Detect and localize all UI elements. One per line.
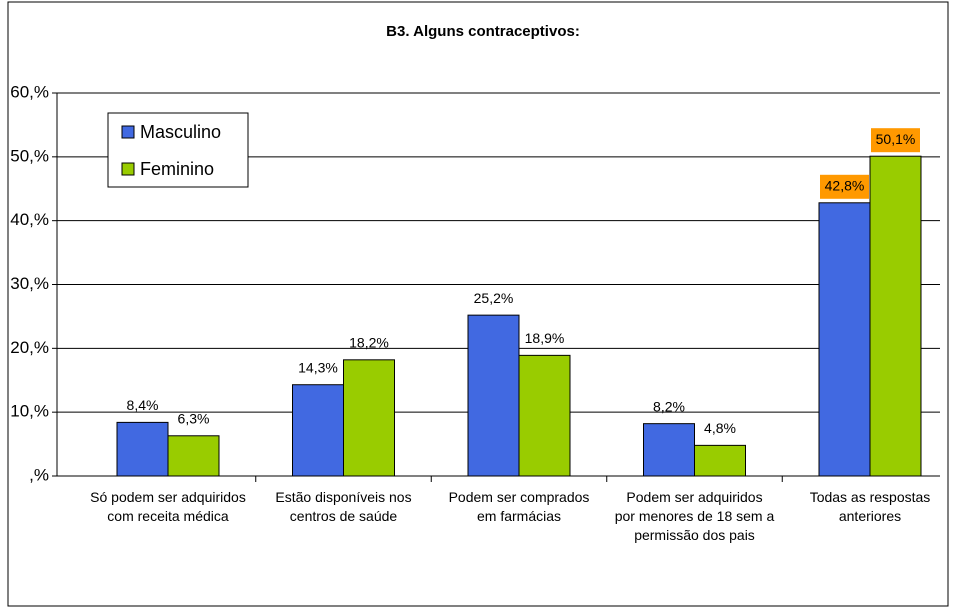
y-tick-label: 10,%: [10, 402, 49, 421]
bar: [467, 314, 520, 477]
y-tick-label: 30,%: [10, 274, 49, 293]
value-label: 14,3%: [298, 359, 338, 375]
value-label-bg: [871, 128, 920, 153]
value-label-bg: [820, 174, 869, 199]
bar: [694, 444, 746, 477]
chart-border: [7, 1, 949, 607]
chart-title: B3. Alguns contraceptivos:: [386, 23, 580, 40]
bar: [643, 423, 695, 477]
legend-label: Feminino: [140, 159, 214, 179]
x-tick-label: Todas as respostas anteriores: [809, 489, 931, 524]
legend-swatch: [121, 125, 135, 139]
bar: [343, 359, 395, 477]
value-label: 25,2%: [474, 290, 514, 306]
value-label: 6,3%: [178, 410, 210, 426]
x-tick-label: Estão disponíveis nos centros de saúde: [275, 489, 412, 524]
value-label: 8,2%: [653, 398, 685, 414]
legend-swatch: [121, 162, 135, 176]
x-tick-label: Só podem ser adquiridos com receita médi…: [90, 489, 246, 524]
bar: [116, 421, 169, 477]
y-tick-label: ,%: [29, 465, 49, 484]
value-label: 4,8%: [704, 420, 736, 436]
y-tick-label: 50,%: [10, 146, 49, 165]
value-label: 18,9%: [525, 330, 565, 346]
bar: [518, 354, 571, 477]
value-label: 18,2%: [349, 335, 389, 351]
bar: [292, 384, 344, 477]
bar: [818, 202, 871, 477]
bar: [869, 155, 922, 477]
y-tick-label: 20,%: [10, 338, 49, 357]
x-tick-label: Podem ser comprados em farmácias: [448, 489, 590, 524]
value-label: 8,4%: [127, 397, 159, 413]
y-tick-label: 60,%: [10, 82, 49, 101]
value-label: 50,1%: [876, 131, 916, 147]
y-tick-label: 40,%: [10, 210, 49, 229]
value-label: 42,8%: [825, 177, 865, 193]
bar: [167, 435, 220, 477]
legend-label: Masculino: [140, 122, 221, 142]
x-tick-label: Podem ser adquiridos por menores de 18 s…: [614, 489, 775, 543]
